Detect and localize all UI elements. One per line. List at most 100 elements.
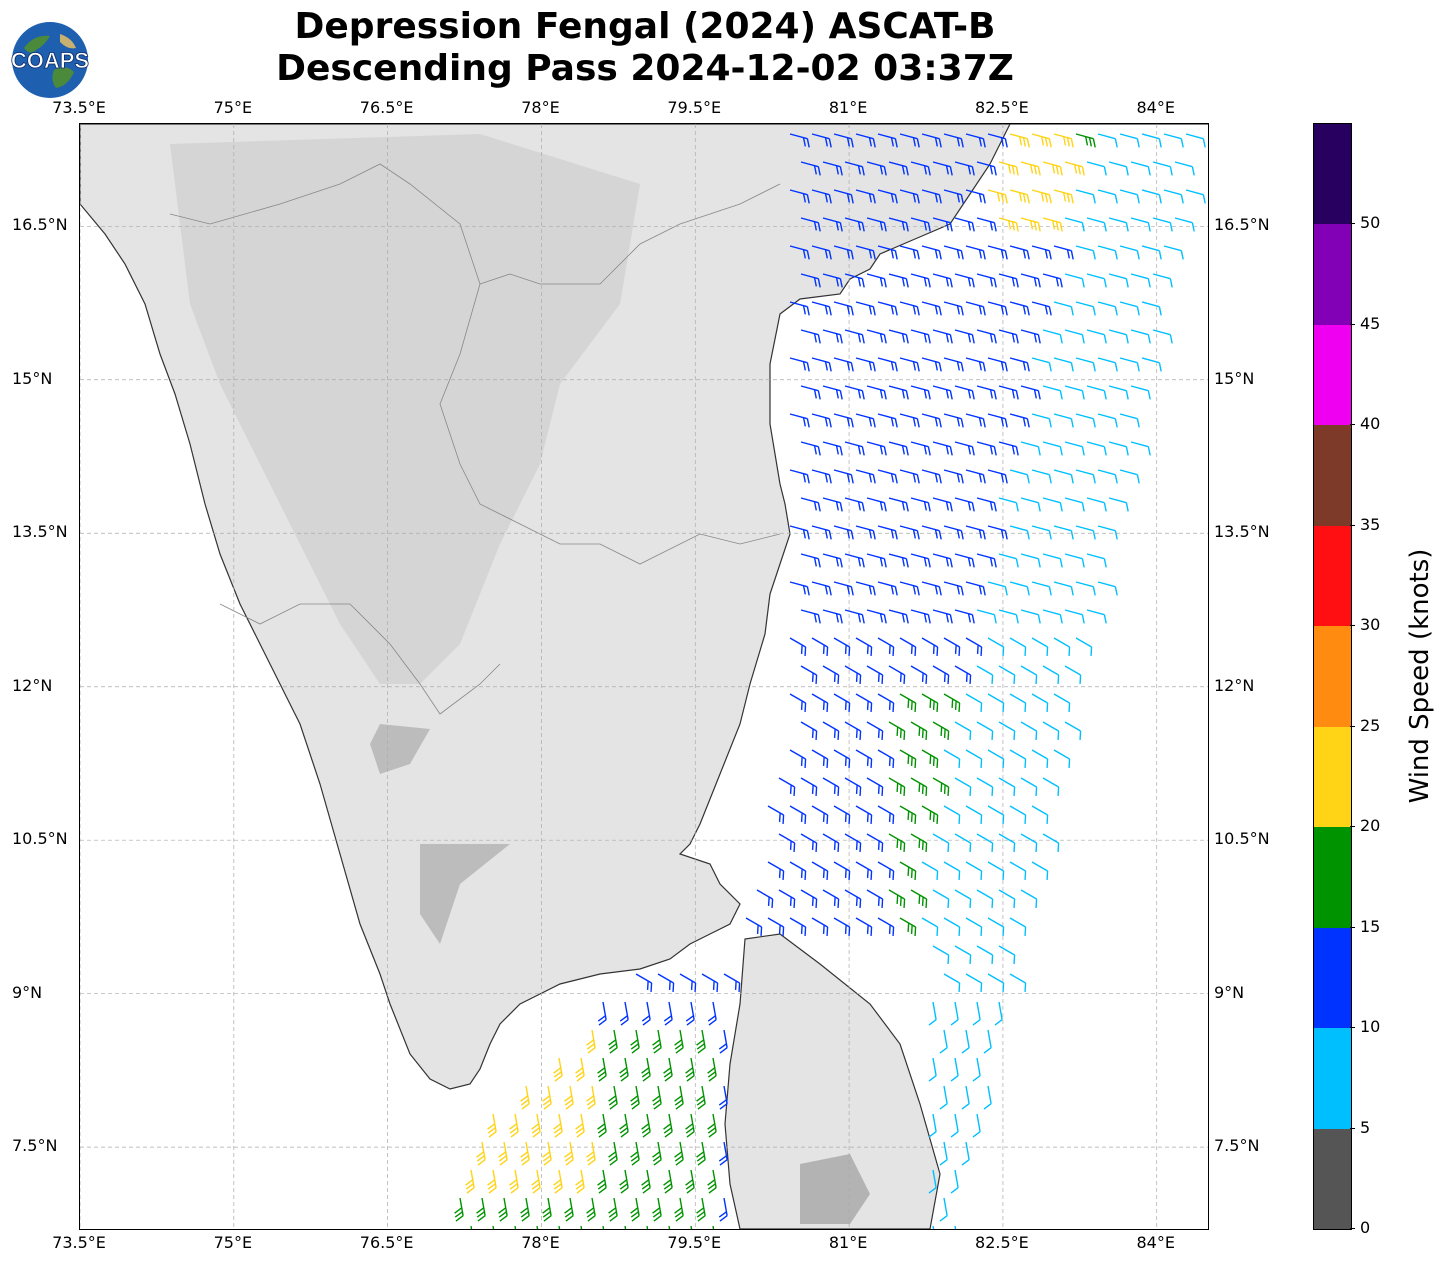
- wind-barb: [855, 805, 873, 824]
- wind-barb: [987, 749, 1005, 768]
- wind-barb: [624, 1225, 629, 1229]
- wind-barb: [833, 581, 854, 596]
- colorbar-tick-mark: [1350, 926, 1355, 928]
- colorbar-tick-mark: [1350, 1027, 1355, 1029]
- wind-barb: [899, 581, 920, 596]
- wind-barb: [498, 1197, 508, 1222]
- wind-barb: [932, 553, 953, 568]
- wind-barb: [630, 1197, 640, 1222]
- wind-barb: [888, 665, 906, 684]
- wind-barb: [514, 1225, 519, 1229]
- wind-barb: [1152, 273, 1173, 288]
- wind-barb: [987, 469, 1008, 484]
- wind-barb: [965, 693, 983, 712]
- wind-barb: [1108, 161, 1129, 176]
- wind-barb: [1031, 189, 1052, 204]
- wind-barb: [789, 357, 810, 372]
- wind-barb: [1020, 273, 1041, 288]
- wind-barb: [1064, 161, 1085, 176]
- wind-barb: [921, 637, 939, 656]
- wind-barb: [619, 1169, 629, 1194]
- wind-barb: [855, 469, 876, 484]
- lat-tick-label-right: 13.5°N: [1214, 522, 1270, 542]
- wind-barb: [558, 1225, 563, 1229]
- wind-barb: [564, 1085, 574, 1110]
- lon-tick-label-bottom: 76.5°E: [359, 1233, 414, 1252]
- wind-barb: [822, 721, 840, 740]
- wind-barb: [932, 889, 950, 908]
- wind-barb: [855, 413, 876, 428]
- wind-barb: [833, 693, 851, 712]
- wind-barbs: [454, 133, 1206, 1229]
- wind-barb: [844, 721, 862, 740]
- wind-barb: [1130, 273, 1151, 288]
- wind-barb: [1119, 133, 1140, 148]
- wind-barb: [685, 1057, 695, 1082]
- lon-tick-label-bottom: 79.5°E: [667, 1233, 722, 1252]
- wind-barb: [932, 441, 953, 456]
- wind-barb: [487, 1113, 497, 1138]
- wind-barb: [921, 189, 942, 204]
- wind-map: [80, 124, 1208, 1229]
- colorbar-bin: [1314, 525, 1351, 627]
- wind-barb: [696, 1085, 706, 1110]
- wind-barb: [1009, 693, 1027, 712]
- wind-barb: [520, 1141, 530, 1166]
- wind-barb: [943, 805, 961, 824]
- wind-barb: [723, 973, 741, 992]
- wind-barb: [509, 1113, 519, 1138]
- wind-barb: [1141, 301, 1162, 316]
- wind-barb: [1064, 553, 1085, 568]
- wind-barb: [943, 693, 961, 712]
- wind-barb: [1053, 413, 1074, 428]
- lon-tick-label-top: 84°E: [1136, 98, 1175, 117]
- wind-barb: [822, 161, 843, 176]
- wind-barb: [998, 665, 1016, 684]
- wind-barb: [950, 1169, 959, 1194]
- wind-barb: [910, 553, 931, 568]
- wind-barb: [844, 609, 865, 624]
- wind-barb: [1053, 693, 1071, 712]
- wind-barb: [822, 273, 843, 288]
- wind-barb: [972, 1113, 981, 1138]
- wind-barb: [844, 441, 865, 456]
- lat-tick-label-left: 16.5°N: [12, 215, 68, 235]
- wind-barb: [855, 301, 876, 316]
- wind-barb: [1009, 973, 1027, 992]
- wind-barb: [663, 1001, 673, 1026]
- wind-barb: [1042, 441, 1063, 456]
- wind-barb: [954, 441, 975, 456]
- wind-barb: [972, 1057, 981, 1082]
- wind-barb: [943, 189, 964, 204]
- wind-barb: [954, 273, 975, 288]
- wind-barb: [789, 245, 810, 260]
- wind-barb: [877, 861, 895, 880]
- wind-barb: [1031, 133, 1052, 148]
- wind-barb: [586, 1141, 596, 1166]
- coaps-logo: COAPS: [10, 20, 90, 100]
- wind-barb: [1031, 861, 1049, 880]
- wind-barb: [822, 665, 840, 684]
- wind-barb: [1075, 357, 1096, 372]
- wind-barb: [998, 777, 1016, 796]
- wind-barb: [855, 693, 873, 712]
- wind-barb: [608, 1141, 618, 1166]
- wind-barb: [976, 497, 997, 512]
- wind-barb: [597, 1169, 607, 1194]
- wind-barb: [888, 441, 909, 456]
- wind-barb: [707, 1057, 717, 1082]
- wind-barb: [921, 805, 939, 824]
- wind-barb: [1020, 721, 1038, 740]
- wind-barb: [542, 1141, 552, 1166]
- wind-barb: [888, 721, 906, 740]
- wind-barb: [811, 357, 832, 372]
- logo-text: COAPS: [11, 48, 89, 73]
- wind-barb: [1064, 721, 1082, 740]
- wind-barb: [1108, 273, 1129, 288]
- wind-barb: [855, 749, 873, 768]
- wind-barb: [888, 609, 909, 624]
- wind-barb: [844, 161, 865, 176]
- wind-barb: [1130, 385, 1151, 400]
- wind-barb: [789, 469, 810, 484]
- wind-barb: [646, 1225, 651, 1229]
